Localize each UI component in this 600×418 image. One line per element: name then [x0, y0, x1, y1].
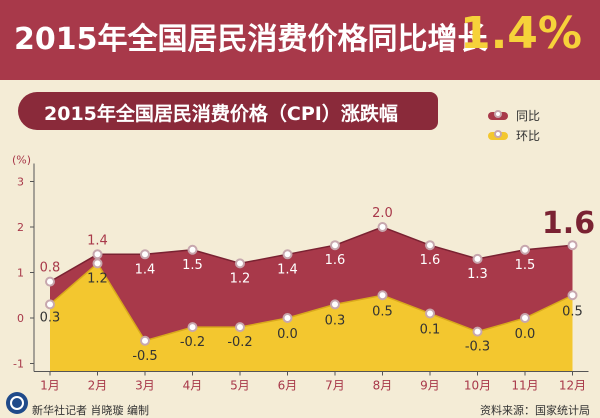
series-line-yoy [49, 226, 573, 283]
point-yoy [330, 240, 340, 251]
legend: 同比 环比 [488, 108, 540, 148]
subtitle-banner [18, 92, 438, 130]
data-label-yoy: 2.0 [372, 206, 393, 221]
point-mom [330, 299, 340, 310]
x-tick-label: 10月 [464, 379, 491, 393]
data-label-yoy: 1.5 [515, 258, 536, 273]
point-yoy [472, 253, 483, 264]
footer-source: 资料来源：国家统计局 [480, 404, 590, 417]
x-tick-label: 4月 [183, 379, 203, 393]
x-tick-label: 5月 [230, 379, 250, 393]
x-tick-label: 2月 [88, 379, 108, 393]
y-tick-label: 0 [17, 312, 24, 325]
point-yoy [377, 222, 388, 232]
y-tick-label: -1 [13, 358, 24, 371]
x-tick-label: 3月 [135, 379, 155, 393]
point-mom [92, 258, 103, 269]
data-label-mom: -0.2 [227, 335, 252, 350]
data-label-yoy: 1.4 [87, 233, 108, 248]
legend-marker-mom [494, 130, 502, 138]
x-tick-label: 7月 [325, 379, 345, 393]
data-label-yoy: 1.3 [467, 267, 488, 282]
data-label-mom: 1.2 [87, 271, 108, 286]
point-mom [235, 322, 245, 333]
point-yoy [235, 258, 245, 269]
headline-value: 1.4% [459, 8, 582, 59]
x-tick-label: 12月 [559, 379, 586, 393]
point-yoy [187, 244, 198, 255]
point-mom [45, 299, 55, 310]
x-tick-label: 8月 [373, 379, 393, 393]
data-label-yoy: 1.6 [325, 253, 346, 268]
data-label-mom: -0.3 [465, 340, 490, 355]
series-area-mom [50, 263, 573, 372]
legend-item-yoy: 同比 [488, 108, 540, 128]
x-tick-label: 9月 [420, 379, 440, 393]
x-tick-label: 6月 [278, 379, 298, 393]
point-mom [282, 313, 293, 323]
y-axis-label: (%) [12, 154, 31, 167]
point-mom [520, 313, 530, 323]
y-tick-label: 3 [17, 176, 24, 189]
point-yoy [140, 249, 150, 260]
data-label-mom: 0.3 [325, 313, 346, 328]
highlight-label-december: 1.6 [542, 206, 595, 241]
main-title: 2015年全国居民消费价格同比增长 [14, 22, 488, 57]
data-label-mom: 0.0 [515, 327, 536, 342]
data-label-yoy: 1.4 [277, 262, 298, 277]
y-tick-label: 1 [17, 267, 24, 280]
data-label-yoy: 0.8 [40, 261, 61, 276]
point-mom [472, 326, 483, 337]
point-yoy [92, 249, 103, 260]
data-label-yoy: 1.5 [182, 258, 203, 273]
legend-label-mom: 环比 [516, 129, 541, 143]
series-area-yoy [50, 227, 573, 341]
point-mom [140, 335, 150, 346]
data-label-mom: 0.0 [277, 327, 298, 342]
x-tick-label: 1月 [40, 379, 60, 393]
data-label-mom: -0.5 [132, 349, 157, 364]
legend-label-yoy: 同比 [516, 109, 541, 123]
data-label-mom: 0.1 [420, 322, 441, 337]
x-tick-label: 11月 [511, 379, 538, 393]
point-yoy [425, 240, 435, 251]
point-yoy [567, 240, 578, 251]
data-label-mom: 0.5 [562, 304, 583, 319]
point-yoy [520, 244, 530, 255]
legend-item-mom: 环比 [488, 128, 540, 148]
point-mom [187, 322, 198, 333]
data-label-mom: -0.2 [180, 335, 205, 350]
footer-credit: 新华社记者 肖晓璇 编制 [32, 404, 149, 417]
logo-mark-icon [10, 396, 24, 410]
data-label-yoy: 1.4 [135, 262, 156, 277]
chart-subtitle: 2015年全国居民消费价格（CPI）涨跌幅 [44, 103, 398, 125]
data-label-yoy: 1.2 [230, 271, 251, 286]
data-label-yoy: 1.6 [420, 253, 441, 268]
series-line-mom [49, 262, 573, 342]
y-tick-label: 2 [17, 221, 24, 234]
data-label-mom: 0.5 [372, 304, 393, 319]
point-mom [377, 290, 388, 301]
point-mom [567, 290, 578, 301]
data-label-mom: 0.3 [40, 310, 61, 325]
xinhua-logo [6, 392, 28, 414]
legend-marker-yoy [494, 110, 502, 118]
point-mom [425, 308, 435, 319]
title-banner [0, 0, 600, 80]
point-yoy [45, 276, 55, 287]
point-yoy [282, 249, 293, 260]
